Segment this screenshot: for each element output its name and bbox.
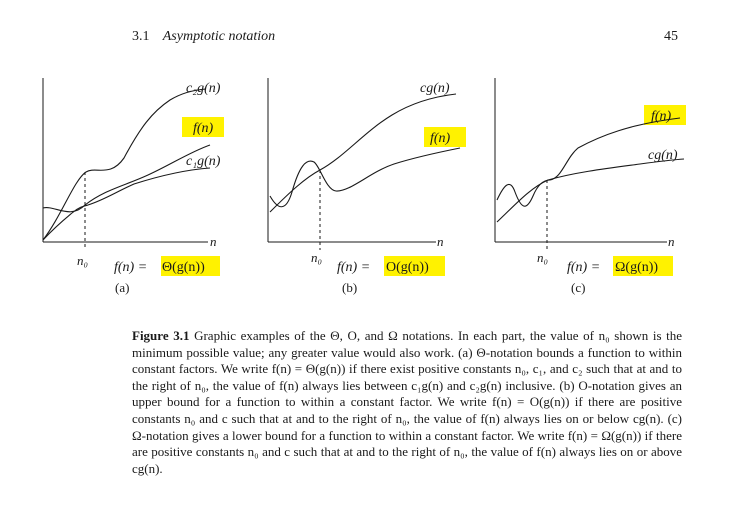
page-number: 45 xyxy=(664,29,678,44)
figure-caption: Figure 3.1 Graphic examples of the Θ, O,… xyxy=(132,328,682,477)
axis-label-n: n xyxy=(437,234,444,249)
threshold-label: n₀ xyxy=(537,250,548,265)
formula-prefix: f(n) = xyxy=(567,260,600,275)
formula-notation: Θ(g(n)) xyxy=(162,260,205,275)
curve-upper-bound xyxy=(269,93,457,213)
formula-prefix: f(n) = xyxy=(337,260,370,275)
axis-label-n: n xyxy=(668,234,675,249)
threshold-label: n₀ xyxy=(77,253,88,268)
highlight-f-label xyxy=(182,117,224,137)
running-header: 3.1 Asymptotic notation xyxy=(132,29,275,45)
threshold-label: n₀ xyxy=(311,250,322,265)
function-label: f(n) xyxy=(651,109,672,124)
caption-text: Graphic examples of the Θ, O, and Ω nota… xyxy=(132,328,683,476)
highlight-formula xyxy=(613,256,673,276)
highlight-formula xyxy=(161,256,220,276)
panel-sublabel: (c) xyxy=(571,280,585,295)
highlight-formula xyxy=(384,256,445,276)
caption-lead: Figure 3.1 xyxy=(132,328,190,343)
curve-upper-bound xyxy=(42,88,207,241)
panel-a: c₂g(n) f(n) c₁g(n) n n₀ f(n) = Θ(g(n)) (… xyxy=(42,78,224,295)
panel-b: cg(n) f(n) n n₀ f(n) = O(g(n)) (b) xyxy=(267,78,466,295)
panel-sublabel: (a) xyxy=(115,280,129,295)
curve-function xyxy=(269,147,461,208)
panel-sublabel: (b) xyxy=(342,280,357,295)
panel-c: f(n) cg(n) n n₀ f(n) = Ω(g(n)) (c) xyxy=(494,78,686,295)
formula-prefix: f(n) = xyxy=(114,260,147,275)
curve-lower-bound xyxy=(42,167,211,241)
curve-lower-bound xyxy=(496,158,685,223)
function-label: f(n) xyxy=(430,131,451,146)
upper-bound-label: cg(n) xyxy=(420,81,450,96)
section-title: Asymptotic notation xyxy=(162,29,276,44)
section-number: 3.1 xyxy=(132,29,150,44)
figure-3-1: c₂g(n) f(n) c₁g(n) n n₀ f(n) = Θ(g(n)) (… xyxy=(42,78,686,295)
highlight-f-label xyxy=(644,105,686,125)
formula-notation: O(g(n)) xyxy=(386,260,429,275)
function-label: f(n) xyxy=(193,121,214,136)
formula-notation: Ω(g(n)) xyxy=(615,260,658,275)
curve-function xyxy=(42,144,211,213)
upper-bound-label: c₂g(n) xyxy=(186,81,221,96)
highlight-f-label xyxy=(424,127,466,147)
lower-bound-label: cg(n) xyxy=(648,148,678,163)
lower-bound-label: c₁g(n) xyxy=(186,154,221,169)
axis-label-n: n xyxy=(210,234,217,249)
